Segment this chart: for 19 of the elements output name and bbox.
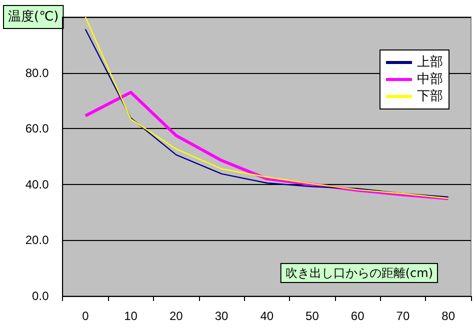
x-tick-label: 20: [169, 309, 184, 323]
x-tick-label: 60: [350, 309, 365, 323]
legend-label: 中部: [417, 72, 443, 87]
y-tick-label: 40.0: [25, 177, 50, 192]
y-tick-label: 0.0: [32, 289, 50, 303]
y-axis-title: 温度(℃): [8, 8, 59, 24]
x-axis-title: 吹き出し口からの距離(cm): [285, 266, 434, 280]
x-tick-label: 10: [124, 309, 138, 323]
x-tick-label: 0: [82, 309, 90, 323]
x-tick-label: 40: [260, 309, 274, 323]
x-tick-label: 50: [306, 309, 320, 323]
x-tick-label: 80: [442, 309, 456, 323]
y-tick-label: 60.0: [25, 122, 50, 136]
y-tick-label: 20.0: [25, 233, 50, 248]
legend-label: 下部: [417, 89, 443, 104]
y-tick-label: 80.0: [25, 66, 50, 80]
legend-label: 上部: [417, 55, 443, 70]
x-tick-label: 30: [214, 309, 229, 323]
x-tick-label: 70: [396, 309, 410, 323]
